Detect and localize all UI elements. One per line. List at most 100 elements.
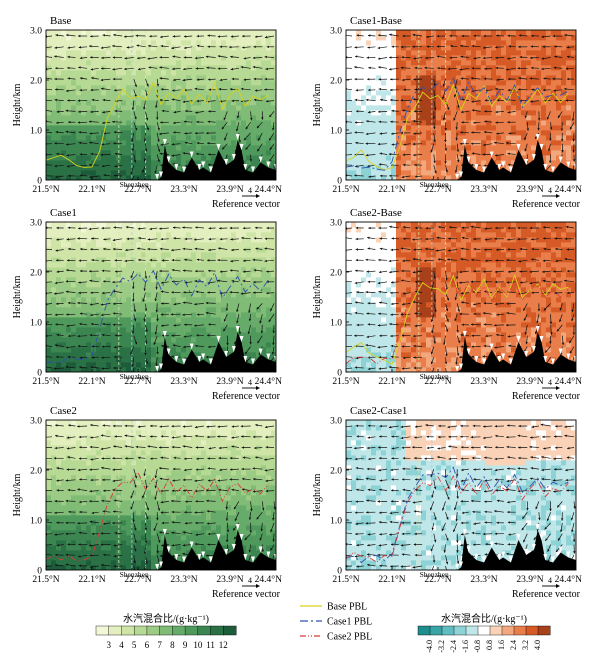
terrain-mask [155, 326, 276, 372]
wind-arrowhead [185, 500, 188, 503]
colorbar-label: 水汽混合比/(g·kg⁻¹) [441, 612, 527, 625]
wind-arrowhead [483, 344, 487, 348]
wind-arrowhead [172, 35, 176, 38]
wind-arrowhead [253, 77, 256, 81]
wind-arrowhead [206, 489, 209, 492]
wind-arrowhead [454, 86, 457, 89]
wind-arrowhead [65, 365, 68, 369]
wind-arrowhead [272, 342, 275, 346]
wind-arrowhead [567, 269, 570, 273]
wind-arrowhead [236, 128, 239, 132]
wind-arrowhead [207, 120, 211, 123]
wind-arrowhead [444, 161, 447, 164]
wind-arrowhead [507, 152, 510, 155]
wind-arrowhead [571, 318, 574, 322]
wind-arrowhead [412, 300, 415, 304]
wind-arrowhead [547, 549, 550, 552]
wind-arrowhead [103, 522, 106, 525]
wind-arrowhead [460, 258, 463, 261]
wind-arrowhead [496, 132, 499, 135]
wind-arrowhead [89, 489, 92, 493]
wind-arrowhead [170, 313, 174, 316]
wind-arrowhead [249, 342, 252, 345]
x-tick-label: 23.9°N [216, 184, 243, 195]
wind-arrowhead [343, 292, 345, 295]
wind-arrowhead [530, 467, 534, 470]
reference-arrowhead [556, 584, 560, 588]
wind-arrowhead [456, 375, 458, 377]
wind-arrowhead [217, 55, 221, 58]
wind-arrowhead [253, 477, 256, 481]
wind-arrowhead [508, 270, 511, 273]
wind-arrowhead [253, 291, 256, 294]
wind-arrowhead [137, 56, 140, 60]
wind-arrowhead [67, 355, 70, 359]
wind-arrowhead [159, 77, 162, 80]
wind-arrowhead [101, 226, 104, 230]
wind-arrowhead [137, 227, 141, 230]
wind-arrowhead [91, 258, 94, 262]
wind-arrowhead [483, 436, 486, 440]
wind-arrowhead [269, 147, 272, 150]
wind-arrowhead [494, 141, 497, 144]
wind-arrowhead [459, 355, 462, 359]
wind-arrowhead [231, 248, 234, 252]
wind-arrowhead [68, 247, 71, 251]
wind-arrowhead [559, 319, 562, 322]
wind-arrowhead [65, 532, 68, 536]
wind-arrowhead [78, 66, 81, 69]
wind-arrowhead [365, 344, 368, 347]
wind-arrowhead [367, 533, 371, 536]
wind-arrowhead [542, 489, 545, 493]
wind-arrowhead [430, 319, 434, 322]
wind-arrowhead [437, 258, 441, 261]
wind-arrowhead [160, 435, 164, 438]
wind-arrowhead [455, 138, 458, 141]
wind-arrowhead [113, 33, 116, 37]
wind-arrowhead [506, 445, 509, 449]
wind-arrowhead [444, 128, 447, 131]
wind-arrowhead [114, 435, 117, 438]
panel-title: Case2-Base [350, 207, 402, 219]
wind-arrowhead [389, 533, 392, 536]
wind-arrowhead [242, 279, 245, 283]
wind-arrowhead [196, 457, 199, 460]
wind-arrowhead [471, 446, 474, 449]
colorbar-swatch [441, 625, 455, 636]
wind-arrowhead [390, 248, 393, 252]
wind-arrowhead [460, 247, 464, 250]
wind-arrowhead [78, 131, 81, 134]
wind-arrowhead [460, 533, 464, 536]
wind-arrowhead [54, 446, 57, 450]
wind-arrowhead [461, 88, 464, 92]
wind-arrowhead [55, 130, 59, 134]
wind-arrowhead [445, 353, 448, 357]
wind-arrowhead [195, 521, 198, 525]
wind-arrowhead [247, 331, 251, 334]
wind-arrowhead [554, 226, 557, 230]
wind-arrowhead [66, 165, 70, 168]
wind-arrowhead [154, 171, 157, 174]
wind-arrowhead [226, 529, 230, 533]
x-tick-label: 24.4°N [255, 376, 282, 387]
wind-arrowhead [507, 238, 510, 241]
wind-arrowhead [342, 270, 344, 272]
wind-arrowhead [146, 507, 149, 511]
wind-arrowhead [272, 539, 275, 542]
wind-arrowhead [102, 322, 105, 326]
wind-arrowhead [160, 237, 163, 241]
wind-arrowhead [219, 270, 223, 273]
moisture-field [346, 420, 576, 570]
wind-arrowhead [461, 226, 465, 229]
wind-arrowhead [90, 458, 93, 461]
reference-arrowhead [556, 386, 560, 390]
wind-arrowhead [172, 479, 175, 482]
wind-arrowhead [445, 329, 449, 332]
y-tick-label: 3.0 [330, 27, 342, 37]
wind-arrowhead [182, 301, 186, 304]
y-tick-label: 1.0 [30, 319, 42, 329]
wind-arrow [46, 544, 53, 546]
wind-arrowhead [79, 478, 82, 481]
wind-arrowhead [564, 87, 567, 91]
